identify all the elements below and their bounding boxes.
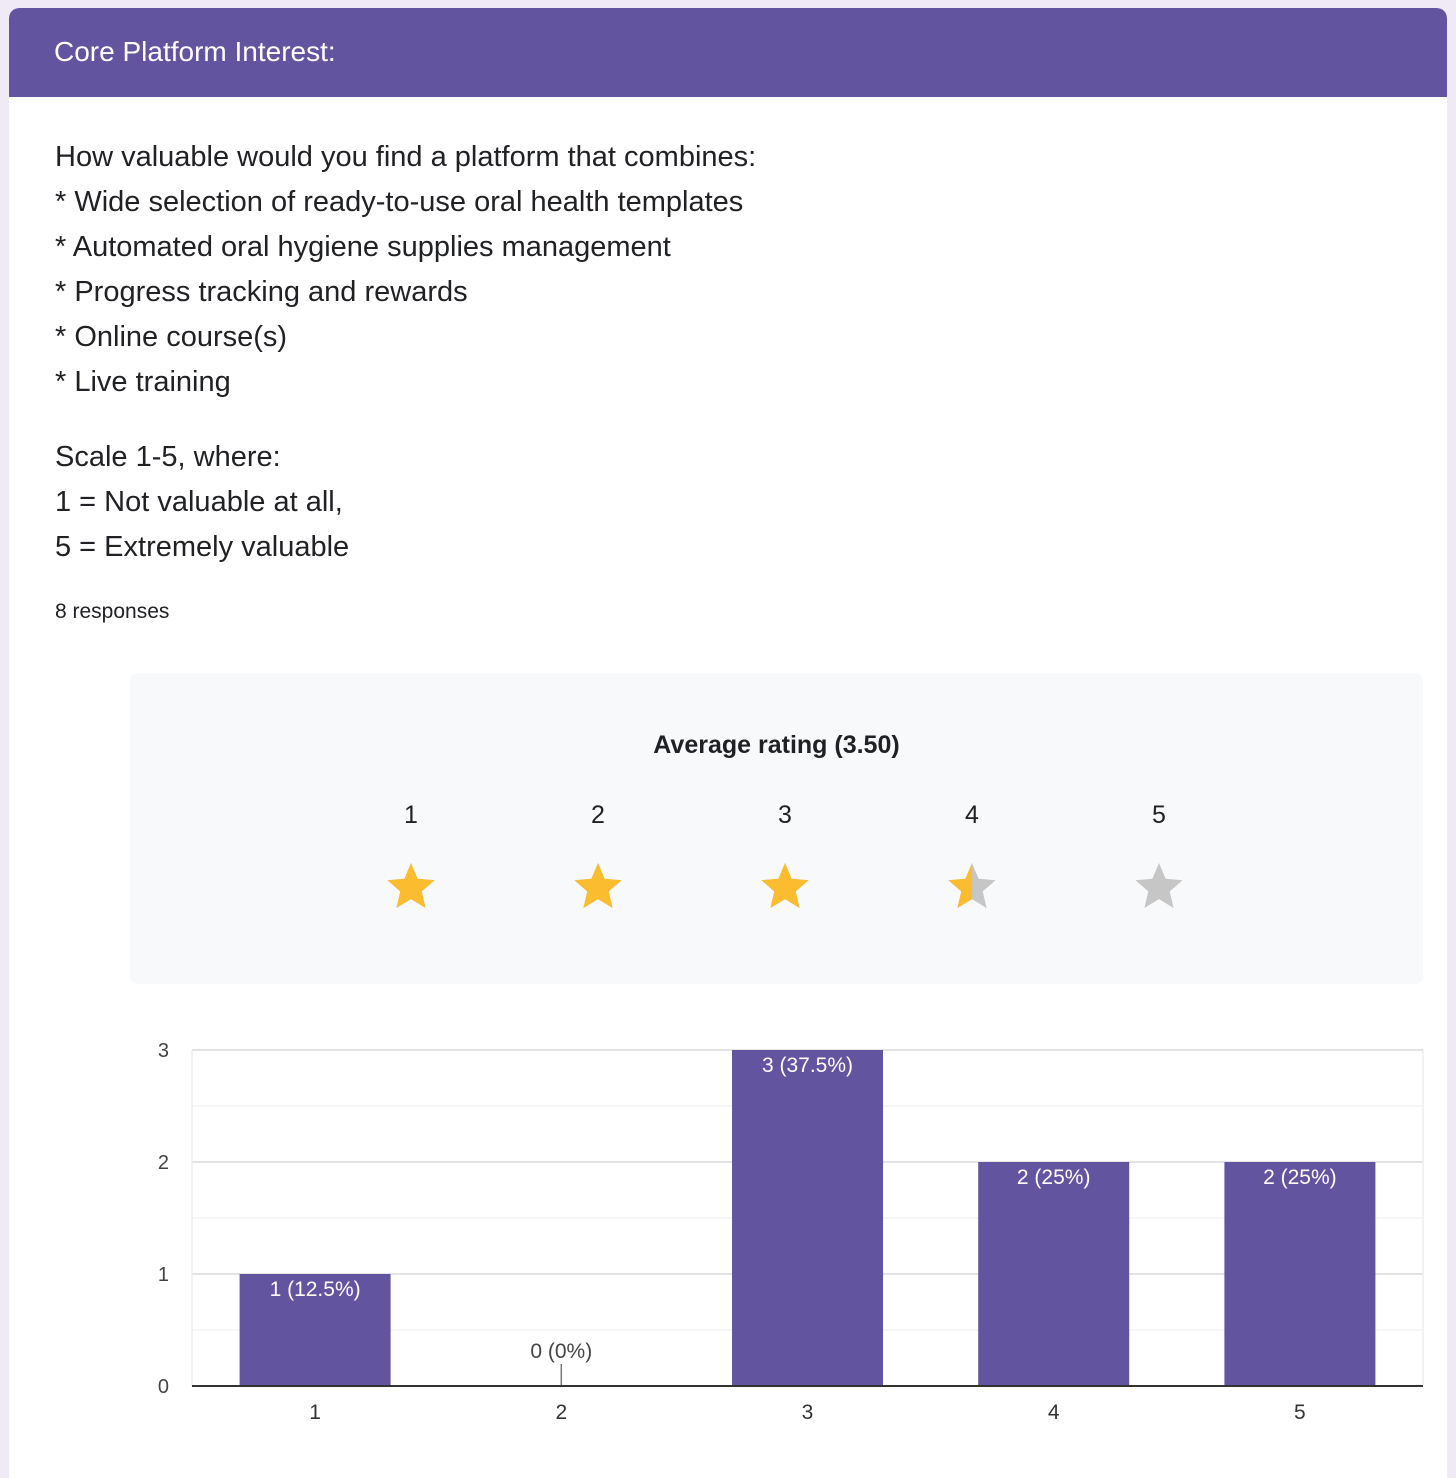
bar xyxy=(978,1162,1130,1386)
rating-star-2: 2 xyxy=(558,801,638,912)
bar-data-label: 3 (37.5%) xyxy=(762,1054,853,1077)
star-icon xyxy=(946,860,998,912)
bar-data-label: 2 (25%) xyxy=(1017,1166,1091,1189)
scale-line: Scale 1-5, where: xyxy=(55,441,281,473)
bar xyxy=(732,1050,883,1386)
average-rating-panel: Average rating (3.50) 1 2 3 4 5 xyxy=(130,673,1423,984)
star-icon xyxy=(385,860,437,912)
bar-chart-svg: 0 1 2 3 1 (12.5%) 1 0 (0%) 2 3 (37.5%) 3 2 (25%) 4 2… xyxy=(158,1040,1424,1424)
y-tick-label: 0 xyxy=(158,1376,169,1398)
question-line: * Wide selection of ready-to-use oral he… xyxy=(55,186,744,218)
scale-line: 1 = Not valuable at all, xyxy=(55,486,343,518)
bar xyxy=(1224,1162,1376,1386)
rating-star-3: 3 xyxy=(745,801,825,912)
rating-star-5: 5 xyxy=(1119,801,1199,912)
rating-star-1: 1 xyxy=(371,801,451,912)
card-header: Core Platform Interest: xyxy=(9,8,1447,97)
x-tick-label: 2 xyxy=(555,1401,567,1424)
question-text: How valuable would you find a platform t… xyxy=(55,140,1395,575)
y-tick-label: 2 xyxy=(158,1152,169,1174)
x-tick-label: 4 xyxy=(1048,1401,1060,1424)
bar-data-label: 2 (25%) xyxy=(1263,1166,1337,1189)
average-rating-title: Average rating (3.50) xyxy=(653,731,900,759)
card-title: Core Platform Interest: xyxy=(54,36,336,67)
star-icon xyxy=(572,860,624,912)
scale-line: 5 = Extremely valuable xyxy=(55,531,350,563)
rating-star-4: 4 xyxy=(932,801,1012,912)
bar-data-label: 0 (0%) xyxy=(530,1340,592,1363)
question-line: * Live training xyxy=(55,366,231,398)
rating-star-label: 4 xyxy=(965,801,979,829)
response-count: 8 responses xyxy=(55,600,170,623)
question-line: * Progress tracking and rewards xyxy=(55,276,468,308)
y-tick-label: 3 xyxy=(158,1040,169,1062)
rating-star-label: 1 xyxy=(404,801,418,829)
x-tick-label: 3 xyxy=(802,1401,814,1424)
rating-star-label: 3 xyxy=(778,801,792,829)
question-line: * Automated oral hygiene supplies manage… xyxy=(55,231,671,263)
response-bar-chart: 0 1 2 3 1 (12.5%) 1 0 (0%) 2 3 (37.5%) 3 2 (25%) 4 2… xyxy=(9,1018,1447,1458)
star-icon xyxy=(759,860,811,912)
bar-data-label: 1 (12.5%) xyxy=(270,1278,361,1301)
question-line: * Online course(s) xyxy=(55,321,288,353)
y-tick-label: 1 xyxy=(158,1264,169,1286)
question-line: How valuable would you find a platform t… xyxy=(55,141,757,173)
question-summary-card: Core Platform Interest: How valuable wou… xyxy=(9,8,1447,1478)
star-icon xyxy=(1133,860,1185,912)
x-tick-label: 5 xyxy=(1294,1401,1306,1424)
x-tick-label: 1 xyxy=(309,1401,321,1424)
rating-star-label: 2 xyxy=(591,801,605,829)
bar xyxy=(239,1274,391,1386)
rating-star-label: 5 xyxy=(1152,801,1166,829)
